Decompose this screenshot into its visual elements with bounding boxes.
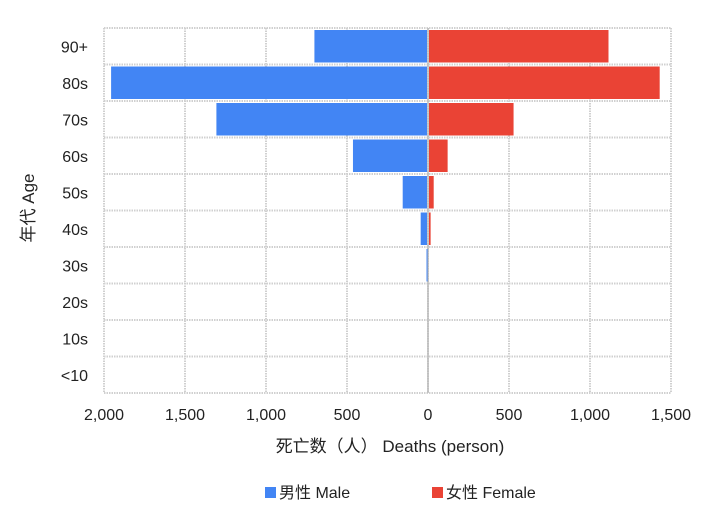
x-tick-label: 500 [334, 407, 361, 424]
bar-male-50s [402, 176, 427, 209]
y-tick-label: 70s [62, 112, 88, 129]
bar-female-90+ [429, 30, 609, 63]
y-tick-label: 80s [62, 76, 88, 93]
bar-male-30s [426, 249, 428, 282]
x-tick-label: 1,000 [246, 407, 286, 424]
y-tick-label: 50s [62, 185, 88, 202]
bar-female-50s [429, 176, 434, 209]
x-tick-label: 2,000 [84, 407, 124, 424]
legend-label: 女性 Female [446, 483, 536, 502]
bar-male-90+ [314, 30, 427, 63]
x-tick-label: 1,500 [165, 407, 205, 424]
bar-female-80s [429, 66, 660, 99]
bar-female-60s [429, 139, 448, 172]
x-tick-label: 500 [496, 407, 523, 424]
x-axis-title: 死亡数（人） Deaths (person) [276, 437, 505, 456]
y-tick-label: <10 [61, 368, 88, 385]
legend-item-female: 女性 Female [432, 483, 536, 502]
y-tick-label: 60s [62, 149, 88, 166]
x-tick-label: 1,000 [570, 407, 610, 424]
y-tick-label: 40s [62, 222, 88, 239]
bar-male-80s [111, 66, 427, 99]
y-tick-label: 30s [62, 258, 88, 275]
y-tick-label: 90+ [61, 39, 88, 56]
bar-male-60s [352, 139, 427, 172]
legend-label: 男性 Male [279, 484, 350, 502]
legend-swatch [265, 487, 276, 498]
bar-male-70s [216, 103, 427, 136]
y-tick-label: 20s [62, 295, 88, 312]
bar-male-40s [420, 212, 427, 245]
bar-female-40s [429, 212, 431, 245]
x-tick-label: 0 [424, 407, 433, 424]
bar-female-70s [429, 103, 514, 136]
y-axis-title: 年代 Age [19, 174, 38, 243]
legend-item-male: 男性 Male [265, 484, 350, 502]
y-tick-label: 10s [62, 331, 88, 348]
legend-swatch [432, 487, 443, 498]
x-tick-label: 1,500 [651, 407, 691, 424]
